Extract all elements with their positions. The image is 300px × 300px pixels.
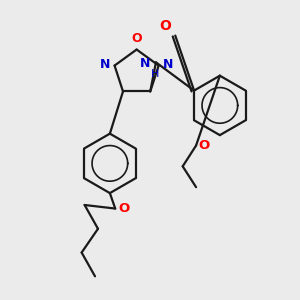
- Text: N: N: [140, 57, 151, 70]
- Text: H: H: [151, 69, 160, 79]
- Text: N: N: [100, 58, 110, 70]
- Text: O: O: [131, 32, 142, 45]
- Text: N: N: [163, 58, 173, 70]
- Text: O: O: [198, 139, 210, 152]
- Text: O: O: [159, 19, 171, 33]
- Text: O: O: [119, 202, 130, 215]
